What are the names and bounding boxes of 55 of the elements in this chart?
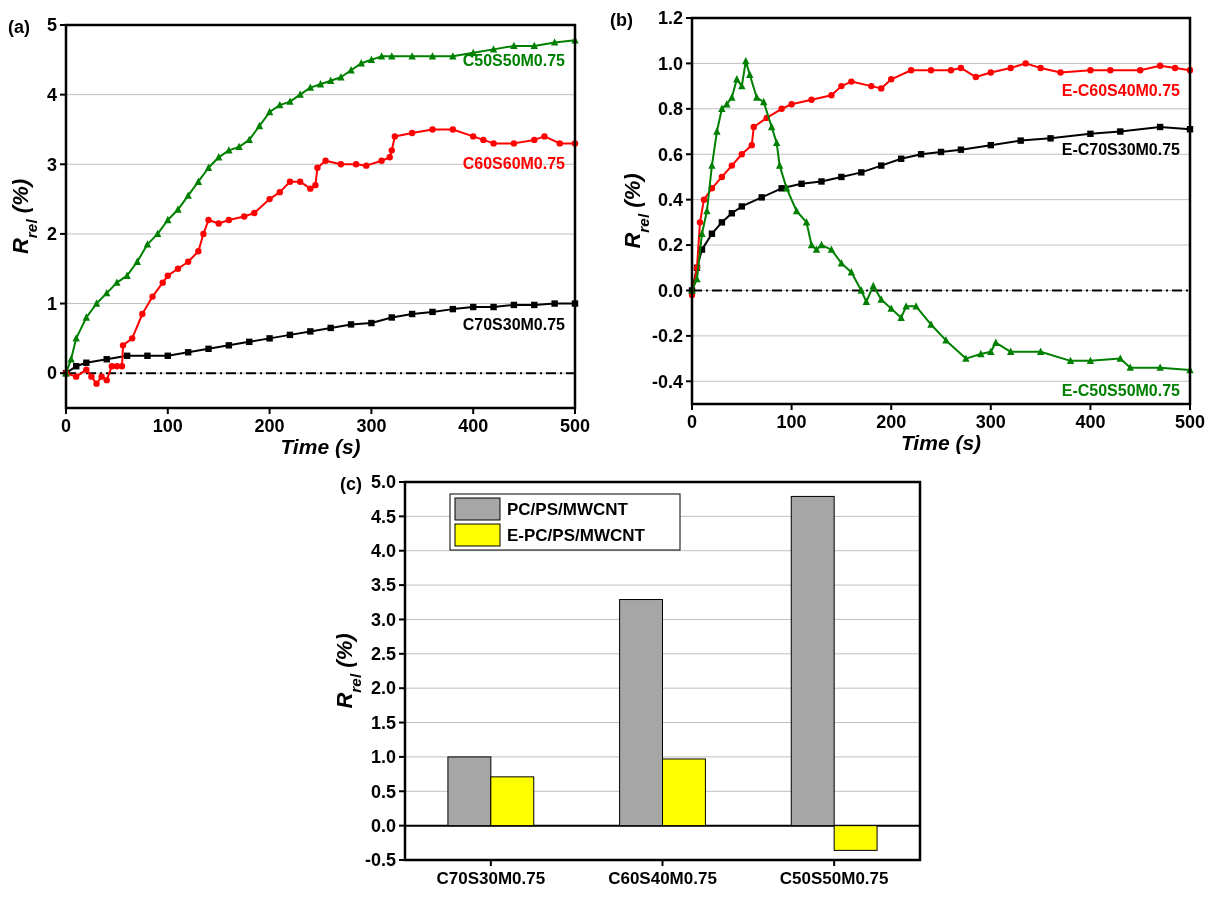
series-label: C70S30M0.75 bbox=[462, 315, 566, 333]
chart-title: (b) bbox=[610, 10, 633, 30]
series-label: C60S60M0.75 bbox=[462, 155, 566, 173]
y-tick-label: 5 bbox=[46, 15, 57, 36]
x-tick-label: 200 bbox=[254, 416, 285, 436]
y-tick-label: -0.2 bbox=[651, 326, 683, 347]
y-tick-label: 4.0 bbox=[370, 541, 396, 562]
y-tick-label: -0.5 bbox=[364, 850, 396, 871]
x-tick-label: 400 bbox=[1075, 412, 1106, 432]
x-tick-label: C70S30M0.75 bbox=[436, 869, 546, 888]
x-tick-label: 0 bbox=[60, 416, 72, 436]
series-label: C50S50M0.75 bbox=[462, 52, 566, 70]
y-tick-label: 4 bbox=[46, 84, 57, 105]
y-tick-label: 5.0 bbox=[370, 472, 396, 493]
series-label: E-C60S40M0.75 bbox=[1061, 82, 1181, 100]
y-tick-label: 2.0 bbox=[370, 678, 396, 699]
y-tick-label: -0.4 bbox=[651, 371, 683, 392]
y-tick-label: 3.5 bbox=[370, 575, 396, 596]
x-tick-label: 300 bbox=[356, 416, 387, 436]
x-tick-label: C50S50M0.75 bbox=[779, 869, 889, 888]
y-tick-label: 0.8 bbox=[657, 99, 683, 120]
x-tick-label: 500 bbox=[1174, 412, 1206, 432]
x-tick-label: 100 bbox=[776, 412, 807, 432]
y-tick-label: 0.0 bbox=[370, 815, 396, 836]
y-tick-label: 1.5 bbox=[370, 712, 396, 733]
chart-title: (a) bbox=[8, 17, 30, 37]
y-tick-label: 0.0 bbox=[657, 280, 683, 301]
y-tick-label: 0.4 bbox=[657, 189, 683, 210]
y-tick-label: 2.5 bbox=[370, 644, 396, 665]
legend-label: E-PC/PS/MWCNT bbox=[507, 525, 646, 545]
y-tick-label: 3 bbox=[46, 154, 57, 175]
x-tick-label: 500 bbox=[559, 416, 591, 436]
y-tick-label: 4.5 bbox=[370, 506, 396, 527]
y-tick-label: 1.0 bbox=[370, 747, 396, 768]
x-tick-label: 100 bbox=[152, 416, 183, 436]
x-axis-title: Time (s) bbox=[900, 431, 982, 454]
y-tick-label: 1.2 bbox=[657, 8, 683, 29]
y-tick-label: 3.0 bbox=[370, 609, 396, 630]
x-tick-label: 0 bbox=[686, 412, 698, 432]
series-label: E-C50S50M0.75 bbox=[1061, 381, 1181, 399]
y-tick-label: 0.2 bbox=[657, 235, 683, 256]
series-label: E-C70S30M0.75 bbox=[1061, 141, 1181, 159]
y-tick-label: 0.5 bbox=[370, 781, 396, 802]
y-tick-label: 0.6 bbox=[657, 144, 683, 165]
legend-label: PC/PS/MWCNT bbox=[507, 499, 629, 519]
x-tick-label: C60S40M0.75 bbox=[608, 869, 717, 888]
x-tick-label: 400 bbox=[458, 416, 489, 436]
y-tick-label: 0 bbox=[46, 363, 57, 384]
y-tick-label: 1 bbox=[46, 293, 57, 314]
y-tick-label: 2 bbox=[46, 224, 57, 245]
chart-title: (c) bbox=[340, 474, 362, 494]
x-tick-label: 300 bbox=[975, 412, 1006, 432]
x-axis-title: Time (s) bbox=[280, 435, 361, 458]
y-tick-label: 1.0 bbox=[657, 53, 683, 74]
x-tick-label: 200 bbox=[876, 412, 907, 432]
